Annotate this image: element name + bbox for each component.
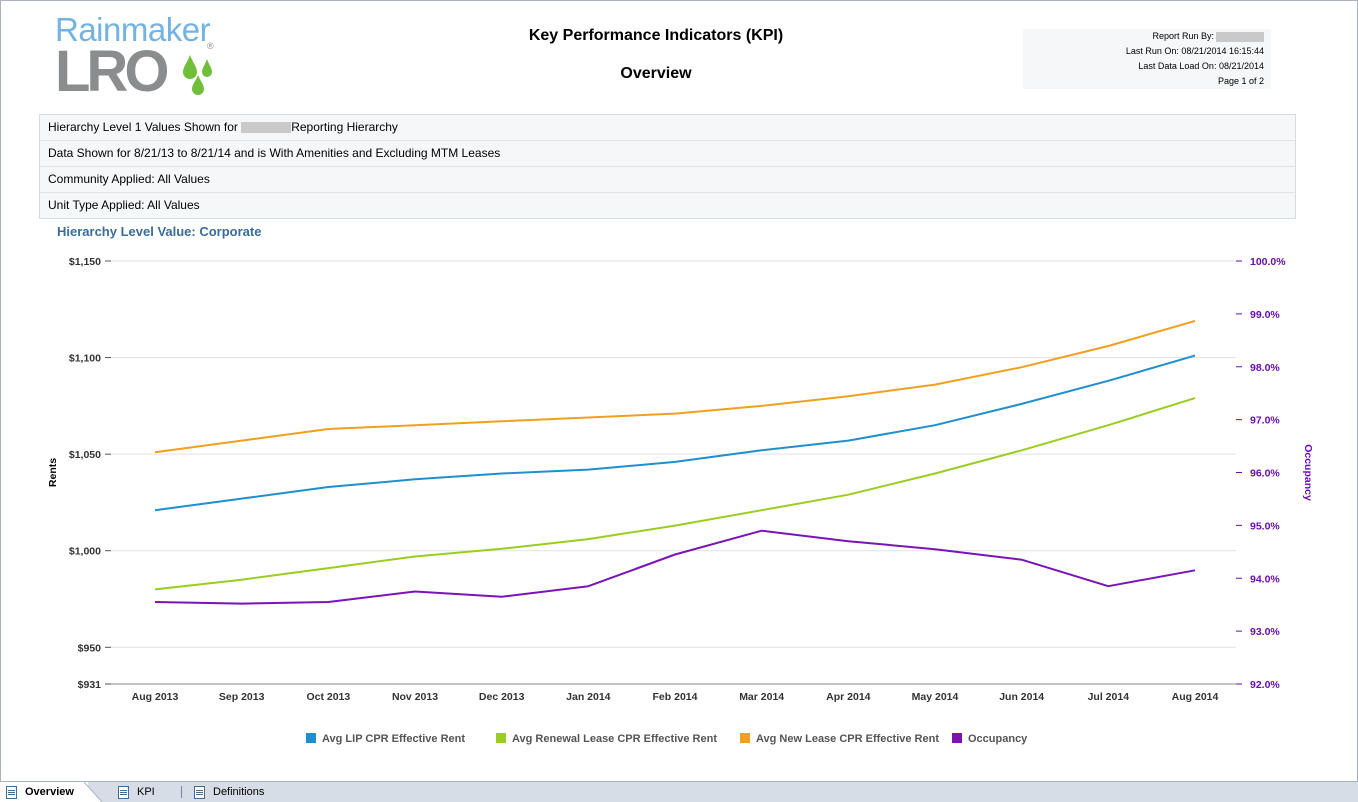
x-tick-label: Aug 2013 [132, 691, 179, 703]
legend-label: Avg LIP CPR Effective Rent [322, 733, 465, 745]
x-tick-label: Sep 2013 [219, 691, 265, 703]
legend-label: Avg Renewal Lease CPR Effective Rent [512, 733, 717, 745]
redacted-hierarchy [241, 122, 292, 134]
y-tick-label: $931 [78, 679, 102, 691]
legend-swatch [740, 733, 750, 743]
param-hierarchy-suffix: Reporting Hierarchy [291, 120, 398, 134]
tab-definitions[interactable]: Definitions [188, 782, 264, 802]
y2-tick-label: 93.0% [1250, 626, 1280, 638]
y-tick-label: $1,100 [69, 353, 101, 365]
x-tick-label: Jun 2014 [999, 691, 1044, 703]
x-tick-label: Feb 2014 [653, 691, 698, 703]
x-tick-label: Aug 2014 [1172, 691, 1219, 703]
y2-tick-label: 98.0% [1250, 362, 1280, 374]
x-tick-label: Dec 2013 [479, 691, 525, 703]
y-tick-label: $1,000 [69, 546, 101, 558]
y2-tick-label: 99.0% [1250, 309, 1280, 321]
x-tick-label: Oct 2013 [306, 691, 350, 703]
document-icon [194, 785, 205, 799]
y-tick-label: $1,050 [69, 449, 101, 461]
tab-definitions-label: Definitions [213, 786, 265, 798]
logo-registered-mark: ® [207, 41, 214, 51]
param-hierarchy: Hierarchy Level 1 Values Shown for Repor… [40, 115, 1295, 141]
param-unit-type: Unit Type Applied: All Values [48, 198, 200, 212]
run-by-label: Report Run By: [1152, 31, 1214, 41]
y2-axis-title: Occupancy [1302, 444, 1314, 501]
series-line-1 [154, 354, 1196, 512]
y2-tick-label: 94.0% [1250, 573, 1280, 585]
y-tick-label: $950 [78, 642, 102, 654]
tab-overview-edge [84, 782, 102, 802]
report-tab-bar: Overview KPI Definitions [0, 781, 1358, 802]
legend-swatch [496, 733, 506, 743]
y-tick-label: $1,150 [69, 256, 101, 268]
tab-overview[interactable]: Overview [0, 782, 88, 802]
tab-kpi-label: KPI [137, 786, 155, 798]
y2-tick-label: 97.0% [1250, 415, 1280, 427]
redacted-user [1216, 31, 1264, 42]
series-line-3 [154, 319, 1196, 454]
report-title: Key Performance Indicators (KPI) [528, 27, 784, 44]
tab-kpi[interactable]: KPI [112, 782, 155, 802]
last-data-load: Last Data Load On: 08/21/2014 [1138, 61, 1264, 71]
last-run: Last Run On: 08/21/2014 16:15:44 [1125, 46, 1264, 56]
document-icon [118, 785, 129, 799]
y2-tick-label: 100.0% [1250, 256, 1286, 268]
legend-swatch [952, 733, 962, 743]
hierarchy-level-value: Hierarchy Level Value: Corporate [57, 224, 262, 239]
x-tick-label: May 2014 [912, 691, 959, 703]
kpi-line-chart: $931 $950 $1,000 $1,050 $1,100 $1,150 92.0% 93.… [47, 256, 1314, 745]
page-indicator: Page 1 of 2 [1217, 76, 1264, 86]
y-axis-title: Rents [47, 458, 59, 487]
tab-overview-label: Overview [25, 786, 74, 798]
rainmaker-lro-logo: Rainmaker LRO ® [55, 11, 225, 101]
param-date-range: Data Shown for 8/21/13 to 8/21/14 and is… [40, 141, 1295, 167]
y2-tick-label: 95.0% [1250, 520, 1280, 532]
legend-swatch [306, 733, 316, 743]
tab-separator [181, 786, 182, 798]
param-community: Community Applied: All Values [40, 167, 1295, 193]
series-line-2 [154, 397, 1196, 591]
series-line-4 [154, 529, 1196, 605]
logo-bottom-text: LRO [55, 39, 169, 104]
document-icon [6, 785, 17, 799]
y2-tick-label: 96.0% [1250, 468, 1280, 480]
x-tick-label: Jul 2014 [1088, 691, 1130, 703]
x-tick-label: Mar 2014 [739, 691, 784, 703]
logo-top-text: Rainmaker [55, 11, 211, 48]
legend-label: Avg New Lease CPR Effective Rent [756, 733, 939, 745]
x-tick-label: Nov 2013 [392, 691, 438, 703]
report-parameters: Hierarchy Level 1 Values Shown for Repor… [39, 114, 1296, 219]
x-tick-label: Jan 2014 [566, 691, 611, 703]
legend-label: Occupancy [968, 733, 1028, 745]
x-tick-label: Apr 2014 [826, 691, 871, 703]
water-drops-icon [183, 55, 212, 95]
run-by-row: Report Run By: [1152, 31, 1264, 42]
param-hierarchy-prefix: Hierarchy Level 1 Values Shown for [48, 120, 238, 134]
report-run-info: Report Run By: Last Run On: 08/21/2014 1… [1023, 29, 1271, 89]
report-frame: Rainmaker LRO ® Key Performance Indicato… [0, 0, 1358, 782]
y2-tick-label: 92.0% [1250, 679, 1280, 691]
report-subtitle: Overview [620, 65, 692, 82]
